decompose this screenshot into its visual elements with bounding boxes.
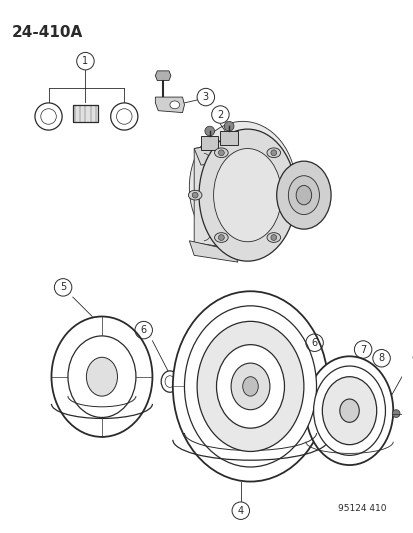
Ellipse shape bbox=[189, 122, 295, 253]
Ellipse shape bbox=[213, 149, 281, 242]
Ellipse shape bbox=[165, 376, 174, 387]
Ellipse shape bbox=[266, 233, 280, 243]
Ellipse shape bbox=[197, 321, 303, 451]
Ellipse shape bbox=[172, 291, 328, 481]
Ellipse shape bbox=[68, 336, 135, 417]
Text: 6: 6 bbox=[311, 338, 317, 348]
Polygon shape bbox=[189, 241, 237, 262]
Circle shape bbox=[297, 192, 302, 198]
Circle shape bbox=[270, 235, 276, 240]
Ellipse shape bbox=[184, 306, 316, 467]
Ellipse shape bbox=[216, 345, 284, 428]
Text: 5: 5 bbox=[60, 282, 66, 293]
Ellipse shape bbox=[35, 103, 62, 130]
Ellipse shape bbox=[116, 109, 132, 124]
Text: 8: 8 bbox=[377, 353, 384, 364]
Ellipse shape bbox=[292, 190, 306, 200]
Ellipse shape bbox=[361, 398, 369, 410]
FancyBboxPatch shape bbox=[200, 136, 218, 149]
Ellipse shape bbox=[305, 356, 392, 465]
Circle shape bbox=[218, 150, 224, 156]
Ellipse shape bbox=[40, 109, 56, 124]
Ellipse shape bbox=[110, 103, 138, 130]
Text: 1: 1 bbox=[82, 56, 88, 66]
Ellipse shape bbox=[288, 176, 319, 215]
Polygon shape bbox=[194, 139, 247, 251]
Ellipse shape bbox=[51, 317, 152, 437]
Text: 9: 9 bbox=[411, 355, 413, 365]
Ellipse shape bbox=[295, 185, 311, 205]
Text: 4: 4 bbox=[237, 506, 243, 516]
Text: 3: 3 bbox=[202, 92, 209, 102]
Text: 6: 6 bbox=[140, 325, 146, 335]
Text: 2: 2 bbox=[217, 110, 223, 119]
Ellipse shape bbox=[325, 384, 333, 394]
Polygon shape bbox=[194, 139, 252, 165]
Ellipse shape bbox=[242, 377, 258, 396]
Circle shape bbox=[391, 410, 399, 417]
FancyBboxPatch shape bbox=[220, 131, 237, 144]
Ellipse shape bbox=[230, 363, 269, 410]
Text: 7: 7 bbox=[359, 344, 366, 354]
Ellipse shape bbox=[276, 161, 330, 229]
Circle shape bbox=[270, 150, 276, 156]
Ellipse shape bbox=[339, 399, 358, 422]
Circle shape bbox=[218, 235, 224, 240]
Ellipse shape bbox=[214, 148, 228, 158]
Ellipse shape bbox=[356, 393, 366, 409]
Ellipse shape bbox=[344, 384, 350, 408]
Ellipse shape bbox=[86, 357, 117, 396]
Polygon shape bbox=[73, 105, 98, 122]
Polygon shape bbox=[155, 71, 171, 80]
Ellipse shape bbox=[169, 101, 179, 109]
Circle shape bbox=[204, 126, 214, 136]
Text: 95124 410: 95124 410 bbox=[337, 504, 385, 513]
Polygon shape bbox=[155, 97, 184, 112]
Ellipse shape bbox=[322, 377, 376, 445]
Ellipse shape bbox=[322, 379, 337, 399]
Ellipse shape bbox=[188, 190, 202, 200]
Text: 24-410A: 24-410A bbox=[12, 25, 83, 40]
Ellipse shape bbox=[266, 148, 280, 158]
Ellipse shape bbox=[161, 371, 178, 392]
Ellipse shape bbox=[313, 366, 385, 455]
Ellipse shape bbox=[199, 129, 295, 261]
Ellipse shape bbox=[214, 233, 228, 243]
Circle shape bbox=[192, 192, 197, 198]
Circle shape bbox=[224, 122, 233, 131]
